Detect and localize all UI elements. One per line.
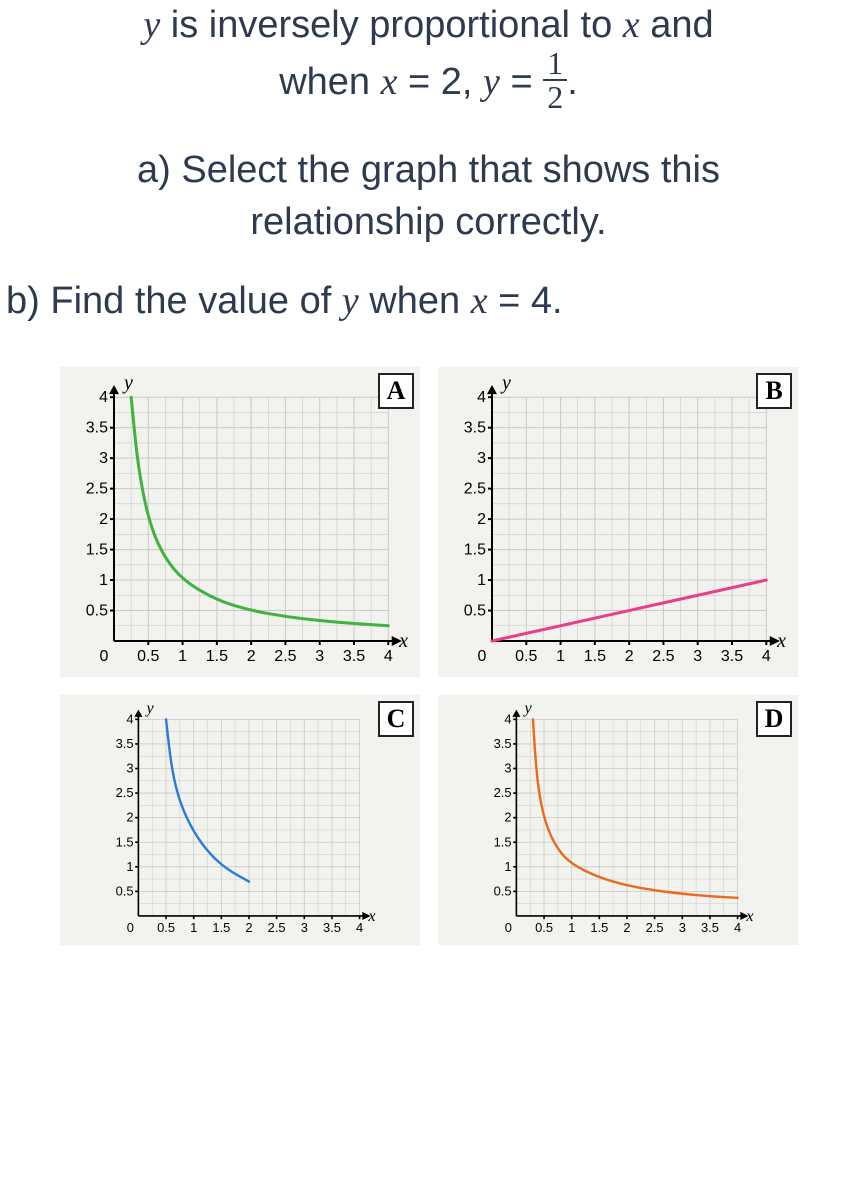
svg-text:y: y <box>522 700 532 717</box>
part-b: b) Find the value of y when x = 4. <box>0 276 857 327</box>
svg-text:2: 2 <box>623 920 630 935</box>
svg-text:3: 3 <box>126 761 133 776</box>
svg-text:4: 4 <box>384 648 393 665</box>
svg-text:3.5: 3.5 <box>116 736 134 751</box>
part-a-label: a) <box>137 149 171 191</box>
svg-text:4: 4 <box>734 920 741 935</box>
chart-tag-c: C <box>378 701 414 737</box>
svg-text:x: x <box>745 908 754 925</box>
chart-option-d[interactable]: D 0.5 1 1.5 2 2.5 3 3.5 4 0.5 1 1.5 2 2.5 3 3.5 4 0 y x <box>438 695 798 945</box>
svg-text:2.5: 2.5 <box>268 920 286 935</box>
svg-text:3.5: 3.5 <box>343 648 365 665</box>
var-x: x <box>623 4 640 46</box>
svg-text:2.5: 2.5 <box>652 648 674 665</box>
svg-text:1.5: 1.5 <box>206 648 228 665</box>
svg-text:x: x <box>398 630 408 652</box>
svg-text:1.5: 1.5 <box>212 920 230 935</box>
chart-option-c[interactable]: C 0.5 1 1.5 2 2.5 3 3.5 4 0.5 1 1.5 2 2.5 3 3.5 4 0 y x <box>60 695 420 945</box>
svg-text:3.5: 3.5 <box>701 920 719 935</box>
svg-text:3: 3 <box>301 920 308 935</box>
svg-text:1: 1 <box>99 572 108 589</box>
svg-text:2: 2 <box>245 920 252 935</box>
svg-text:y: y <box>144 700 154 717</box>
svg-text:2.5: 2.5 <box>116 785 134 800</box>
svg-text:y: y <box>122 372 133 394</box>
svg-text:0: 0 <box>478 648 487 665</box>
svg-text:3.5: 3.5 <box>323 920 341 935</box>
svg-text:0.5: 0.5 <box>535 920 553 935</box>
svg-text:1.5: 1.5 <box>464 542 486 559</box>
svg-text:4: 4 <box>762 648 771 665</box>
svg-text:y: y <box>500 372 511 394</box>
svg-text:2: 2 <box>625 648 634 665</box>
svg-text:1.5: 1.5 <box>584 648 606 665</box>
svg-text:2.5: 2.5 <box>274 648 296 665</box>
svg-text:2.5: 2.5 <box>494 785 512 800</box>
svg-text:4: 4 <box>126 712 133 727</box>
svg-text:1: 1 <box>556 648 565 665</box>
svg-text:3.5: 3.5 <box>464 420 486 437</box>
svg-text:3.5: 3.5 <box>721 648 743 665</box>
chart-tag-d: D <box>756 701 792 737</box>
svg-text:0.5: 0.5 <box>494 884 512 899</box>
svg-text:0.5: 0.5 <box>157 920 175 935</box>
svg-text:0: 0 <box>127 920 134 935</box>
svg-text:0: 0 <box>100 648 109 665</box>
charts-grid: A 0.5 1 1.5 2 2.5 3 3.5 4 0.5 1 1.5 2 2.5 3 3.5 4 0 y x B … <box>0 367 857 945</box>
fraction-half: 12 <box>543 47 567 113</box>
svg-text:4: 4 <box>99 389 108 406</box>
svg-text:0.5: 0.5 <box>515 648 537 665</box>
chart-tag-a: A <box>378 373 414 409</box>
chart-svg-c: 0.5 1 1.5 2 2.5 3 3.5 4 0.5 1 1.5 2 2.5 3 3.5 4 0 y x <box>60 695 420 945</box>
svg-text:1: 1 <box>477 572 486 589</box>
part-b-label: b) <box>6 280 40 322</box>
chart-tag-b: B <box>756 373 792 409</box>
svg-text:0.5: 0.5 <box>86 603 108 620</box>
svg-text:3.5: 3.5 <box>86 420 108 437</box>
svg-text:3: 3 <box>99 450 108 467</box>
chart-svg-d: 0.5 1 1.5 2 2.5 3 3.5 4 0.5 1 1.5 2 2.5 3 3.5 4 0 y x <box>438 695 798 945</box>
svg-text:4: 4 <box>356 920 363 935</box>
problem-statement: y is inversely proportional to x and whe… <box>0 0 857 117</box>
svg-text:1: 1 <box>568 920 575 935</box>
svg-text:0.5: 0.5 <box>116 884 134 899</box>
svg-text:4: 4 <box>504 712 511 727</box>
svg-text:1: 1 <box>504 859 511 874</box>
svg-text:2: 2 <box>504 810 511 825</box>
svg-text:2.5: 2.5 <box>86 481 108 498</box>
svg-text:2: 2 <box>126 810 133 825</box>
svg-text:x: x <box>776 630 786 652</box>
svg-text:x: x <box>367 908 376 925</box>
var-y: y <box>143 4 160 46</box>
chart-option-b[interactable]: B 0.5 1 1.5 2 2.5 3 3.5 4 0.5 1 1.5 2 2.5 3 3.5 4 0 y x <box>438 367 798 677</box>
svg-text:0.5: 0.5 <box>464 603 486 620</box>
svg-text:2: 2 <box>477 511 486 528</box>
problem-line2: when x = 2, y = 12. <box>10 51 847 117</box>
svg-text:1.5: 1.5 <box>116 834 134 849</box>
svg-text:1: 1 <box>190 920 197 935</box>
svg-text:3: 3 <box>315 648 324 665</box>
svg-text:4: 4 <box>477 389 486 406</box>
svg-text:3: 3 <box>693 648 702 665</box>
svg-text:3: 3 <box>504 761 511 776</box>
svg-text:2.5: 2.5 <box>464 481 486 498</box>
chart-option-a[interactable]: A 0.5 1 1.5 2 2.5 3 3.5 4 0.5 1 1.5 2 2.5 3 3.5 4 0 y x <box>60 367 420 677</box>
chart-svg-a: 0.5 1 1.5 2 2.5 3 3.5 4 0.5 1 1.5 2 2.5 3 3.5 4 0 y x <box>60 367 420 677</box>
svg-text:2.5: 2.5 <box>646 920 664 935</box>
problem-line1: y is inversely proportional to x and <box>10 0 847 51</box>
svg-text:2: 2 <box>247 648 256 665</box>
svg-text:0.5: 0.5 <box>137 648 159 665</box>
svg-text:1.5: 1.5 <box>86 542 108 559</box>
svg-text:2: 2 <box>99 511 108 528</box>
chart-svg-b: 0.5 1 1.5 2 2.5 3 3.5 4 0.5 1 1.5 2 2.5 3 3.5 4 0 y x <box>438 367 798 677</box>
svg-text:3.5: 3.5 <box>494 736 512 751</box>
svg-text:1: 1 <box>126 859 133 874</box>
svg-text:1: 1 <box>178 648 187 665</box>
part-a: a) Select the graph that shows this rela… <box>0 145 857 248</box>
svg-text:3: 3 <box>679 920 686 935</box>
svg-text:1.5: 1.5 <box>590 920 608 935</box>
svg-text:3: 3 <box>477 450 486 467</box>
svg-text:0: 0 <box>505 920 512 935</box>
svg-text:1.5: 1.5 <box>494 834 512 849</box>
